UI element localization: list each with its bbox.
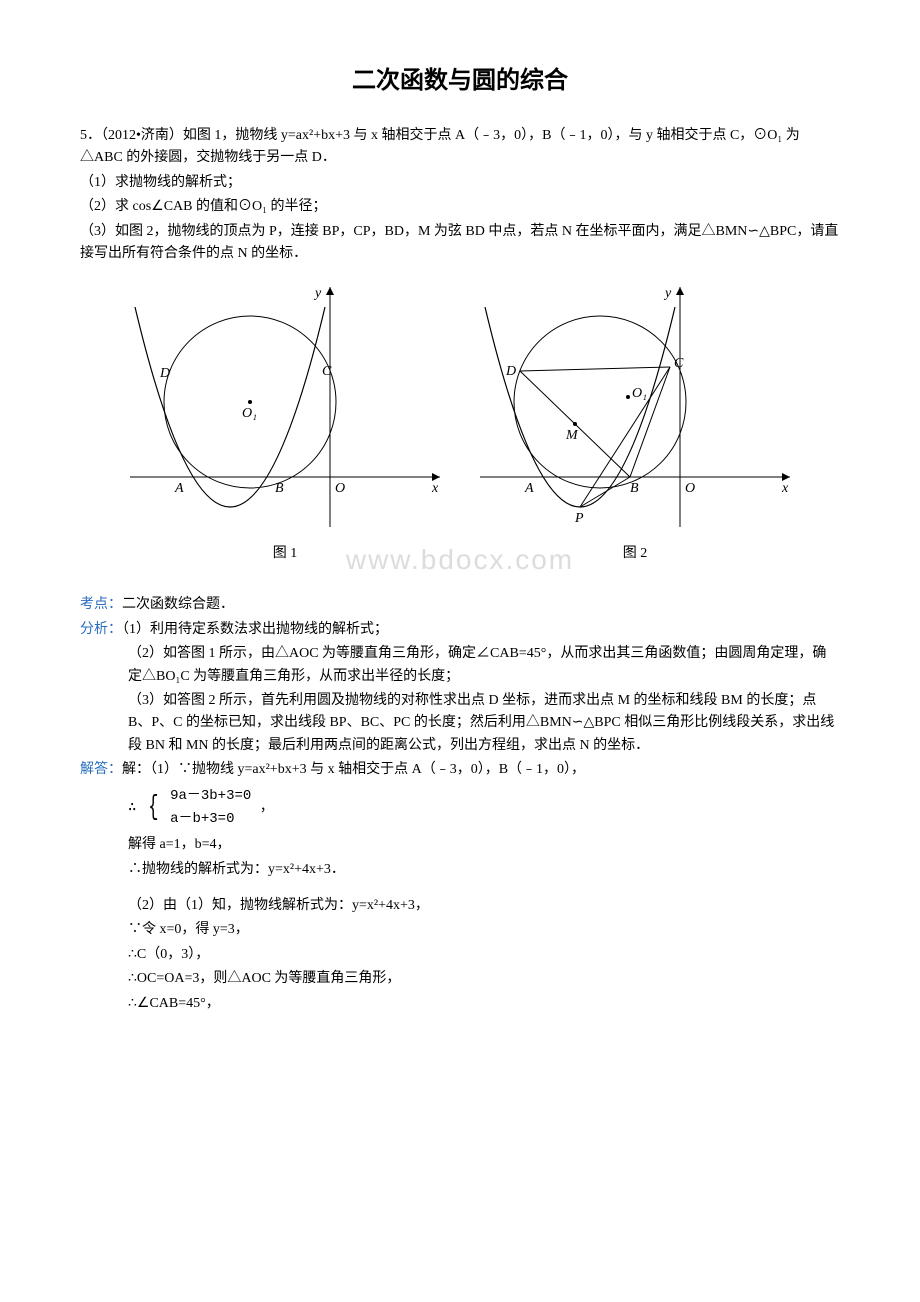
figure-2: D C O₁ M A B O P x y 图 2 <box>470 277 800 562</box>
fig1-label-O1: O₁ <box>242 406 257 421</box>
spacer <box>128 883 840 893</box>
figures-row: D C O₁ A B O x y 图 1 <box>80 277 840 562</box>
problem-q3: （3）如图 2，抛物线的顶点为 P，连接 BP，CP，BD，M 为弦 BD 中点… <box>80 221 840 266</box>
fig2-label-x: x <box>781 481 789 496</box>
fig1-label-C: C <box>322 364 332 379</box>
fenxi-p3: （3）如答图 2 所示，首先利用圆及抛物线的对称性求出点 D 坐标，进而求出点 … <box>128 690 840 757</box>
brace-icon: { <box>148 801 158 815</box>
kaodian-label: 考点： <box>80 597 122 612</box>
jieda-p3: ∴抛物线的解析式为：y=x²+4x+3． <box>128 859 840 881</box>
jieda-p4: （2）由（1）知，抛物线解析式为：y=x²+4x+3， <box>128 895 840 917</box>
jieda-p7: ∴OC=OA=3，则△AOC 为等腰直角三角形， <box>128 968 840 990</box>
fig2-label-O1: O₁ <box>632 386 647 401</box>
eq-lead: ∴ <box>128 801 136 817</box>
fig2-caption: 图 2 <box>470 542 800 562</box>
figure-1-svg: D C O₁ A B O x y <box>120 277 450 537</box>
fig2-label-A: A <box>524 481 534 496</box>
fig1-label-O: O <box>335 481 345 496</box>
page-title: 二次函数与圆的综合 <box>80 60 840 95</box>
fenxi-p2: （2）如答图 1 所示，由△AOC 为等腰直角三角形，确定∠CAB=45°，从而… <box>128 643 840 688</box>
fig1-caption: 图 1 <box>120 542 450 562</box>
fig2-label-D: D <box>505 364 516 379</box>
fig1-label-B: B <box>275 481 284 496</box>
figure-2-svg: D C O₁ M A B O P x y <box>470 277 800 537</box>
fig2-label-C: C <box>674 356 684 371</box>
jieda-p5: ∵令 x=0，得 y=3， <box>128 919 840 941</box>
fig2-label-P: P <box>574 511 584 526</box>
kaodian-text: 二次函数综合题． <box>122 597 234 612</box>
eq-line1: 9a－3b+3=0 <box>170 785 251 807</box>
problem-statement: 5．（2012•济南）如图 1，抛物线 y=ax²+bx+3 与 x 轴相交于点… <box>80 125 840 265</box>
jieda-p1: 解：（1）∵抛物线 y=ax²+bx+3 与 x 轴相交于点 A（﹣3，0），B… <box>122 762 585 777</box>
eq-tail: ， <box>260 801 274 817</box>
fenxi-p1: （1）利用待定系数法求出抛物线的解析式； <box>122 622 388 637</box>
fenxi-label: 分析： <box>80 622 122 637</box>
fig1-label-y: y <box>313 286 322 301</box>
fig1-label-D: D <box>159 366 170 381</box>
fig2-label-y: y <box>663 286 672 301</box>
fig2-label-B: B <box>630 481 639 496</box>
jieda-p6: ∴C（0，3）， <box>128 944 840 966</box>
equation-system: ∴ { 9a－3b+3=0 a－b+3=0 ， <box>128 785 840 830</box>
jieda-p2: 解得 a=1，b=4， <box>128 834 840 856</box>
problem-header: 5．（2012•济南）如图 1，抛物线 y=ax²+bx+3 与 x 轴相交于点… <box>80 125 840 170</box>
fig2-label-M: M <box>565 428 579 443</box>
problem-q2: （2）求 cos∠CAB 的值和⊙O₁ 的半径； <box>80 196 840 218</box>
fig2-label-O: O <box>685 481 695 496</box>
fig1-label-x: x <box>431 481 439 496</box>
problem-q1: （1）求抛物线的解析式； <box>80 172 840 194</box>
fig1-label-A: A <box>174 481 184 496</box>
eq-line2: a－b+3=0 <box>170 808 251 830</box>
jieda-label: 解答： <box>80 762 122 777</box>
figure-1: D C O₁ A B O x y 图 1 <box>120 277 450 562</box>
jieda-p8: ∴∠CAB=45°， <box>128 993 840 1015</box>
